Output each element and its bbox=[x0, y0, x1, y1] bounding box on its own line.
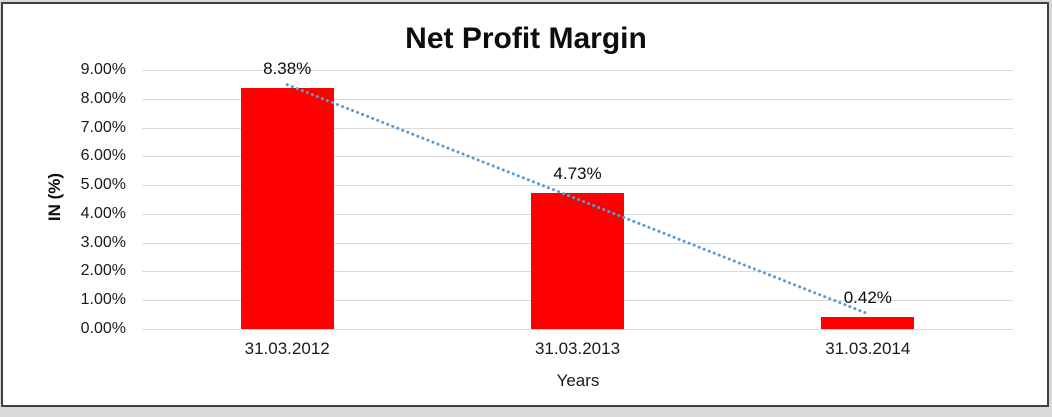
x-axis-title: Years bbox=[556, 371, 600, 390]
bar bbox=[531, 192, 624, 329]
bar-value-label: 0.42% bbox=[843, 287, 892, 307]
y-tick-label: 1.00% bbox=[80, 291, 126, 309]
x-tick-label: 31.03.2012 bbox=[244, 339, 330, 358]
y-tick-label: 6.00% bbox=[80, 147, 126, 165]
gridline bbox=[142, 70, 1013, 71]
y-tick-label: 0.00% bbox=[80, 320, 126, 337]
y-tick-label: 5.00% bbox=[80, 176, 126, 194]
y-tick-label: 9.00% bbox=[80, 61, 126, 78]
bar bbox=[240, 87, 334, 329]
y-axis-title: IN (%) bbox=[45, 172, 64, 222]
y-tick-label: 2.00% bbox=[80, 262, 126, 280]
y-tick-label: 8.00% bbox=[80, 89, 126, 107]
y-tick-label: 4.00% bbox=[80, 204, 126, 222]
x-tick-label: 31.03.2013 bbox=[534, 339, 621, 358]
bar bbox=[821, 316, 915, 329]
bar-value-label: 4.73% bbox=[553, 163, 602, 183]
y-tick-label: 7.00% bbox=[80, 118, 126, 136]
chart-title: Net Profit Margin bbox=[405, 22, 647, 55]
y-tick-label: 3.00% bbox=[80, 233, 126, 251]
gridline bbox=[142, 329, 1013, 330]
bar-value-label: 8.38% bbox=[263, 58, 312, 78]
x-tick-label: 31.03.2014 bbox=[825, 339, 911, 358]
